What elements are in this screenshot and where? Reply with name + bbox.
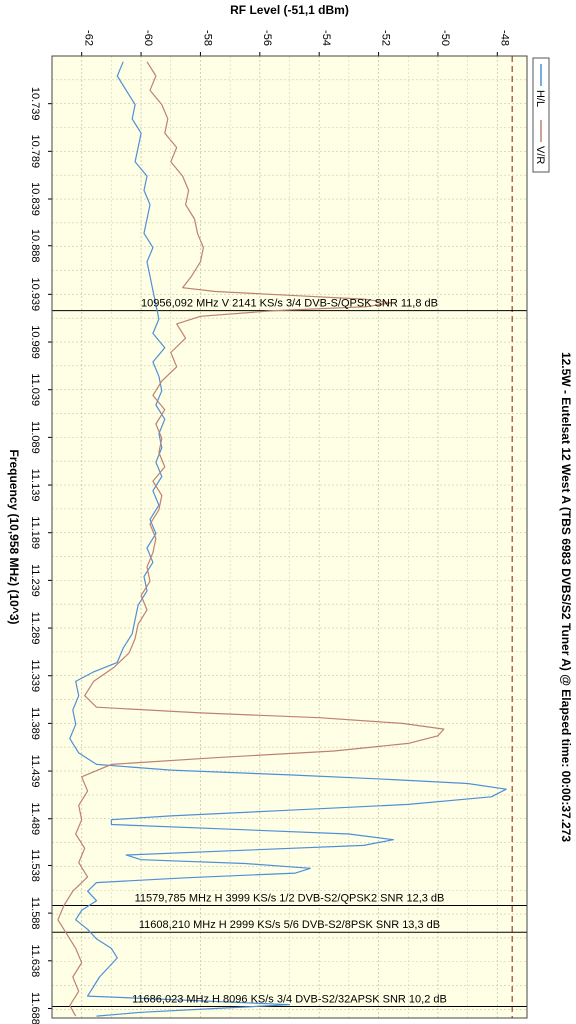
frequency-tick-label: 11.239 — [29, 564, 41, 597]
grid — [51, 55, 528, 1018]
rf-tick-label: -50 — [439, 30, 451, 46]
rf-tick-label: -52 — [380, 30, 392, 46]
carrier-label: 11579,785 MHz H 3999 KS/s 1/2 DVB-S2/QPS… — [135, 892, 445, 904]
rf-tick-label: -58 — [201, 30, 213, 46]
carrier-label: 10956,092 MHz V 2141 KS/s 3/4 DVB-S/QPSK… — [141, 298, 438, 310]
rf-tick-label: -48 — [498, 30, 510, 46]
rf-tick-label: -54 — [320, 30, 332, 46]
frequency-tick-label: 11.638 — [29, 944, 41, 977]
series-layer — [57, 61, 507, 1017]
carrier-label: 11686,023 MHz H 8096 KS/s 3/4 DVB-S2/32A… — [132, 994, 447, 1006]
rf-level-ticks: -62 -60 -58 -56 -54 -52 -50 -48 — [81, 30, 510, 56]
frequency-tick-label: 10.789 — [29, 135, 41, 169]
frequency-tick-label: 10.939 — [29, 278, 41, 312]
chart-title: 12.5W - Eutelsat 12 West A (TBS 6983 DVB… — [559, 352, 573, 842]
frequency-tick-label: 10.888 — [29, 229, 41, 263]
rf-tick-label: -62 — [83, 30, 95, 46]
rf-level-axis-title: RF Level (-51,1 dBm) — [230, 3, 349, 17]
series-line-v-r — [57, 61, 445, 1017]
frequency-tick-label: 10.739 — [29, 87, 41, 121]
frequency-tick-label: 11.588 — [29, 897, 41, 930]
frequency-tick-label: 11.039 — [29, 373, 41, 406]
frequency-tick-label: 11.489 — [29, 802, 41, 835]
plot-border — [51, 55, 528, 1019]
rf-tick-label: -56 — [261, 30, 273, 46]
frequency-tick-label: 11.439 — [29, 755, 41, 788]
frequency-tick-label: 11.339 — [29, 659, 41, 692]
legend: H/L V/R — [532, 57, 550, 173]
frequency-tick-label: 11.189 — [29, 516, 41, 549]
frequency-tick-label: 11.289 — [29, 612, 41, 645]
frequency-tick-label: 10.839 — [29, 182, 41, 216]
frequency-tick-label: 11.089 — [29, 421, 41, 454]
legend-label: V/R — [534, 146, 546, 164]
frequency-tick-label: 10.989 — [29, 325, 41, 359]
series-line-h-l — [69, 61, 507, 1017]
frequency-tick-label: 11.389 — [29, 707, 41, 740]
legend-label: H/L — [534, 90, 546, 107]
frequency-tick-label: 11.538 — [29, 849, 41, 882]
carrier-labels: 10956,092 MHz V 2141 KS/s 3/4 DVB-S/QPSK… — [132, 298, 447, 1006]
legend-box — [532, 57, 550, 173]
frequency-tick-label: 11.139 — [29, 469, 41, 502]
frequency-tick-label: 11.688 — [29, 992, 41, 1024]
frequency-ticks: 10.739 10.789 10.839 10.888 10.939 10.989 11.0… — [29, 87, 52, 1024]
rf-tick-label: -60 — [142, 30, 154, 46]
carrier-label: 11608,210 MHz H 2999 KS/s 5/6 DVB-S2/8PS… — [139, 919, 440, 931]
frequency-axis-title: Frequency (10,958 MHz) (10^3) — [7, 449, 21, 624]
